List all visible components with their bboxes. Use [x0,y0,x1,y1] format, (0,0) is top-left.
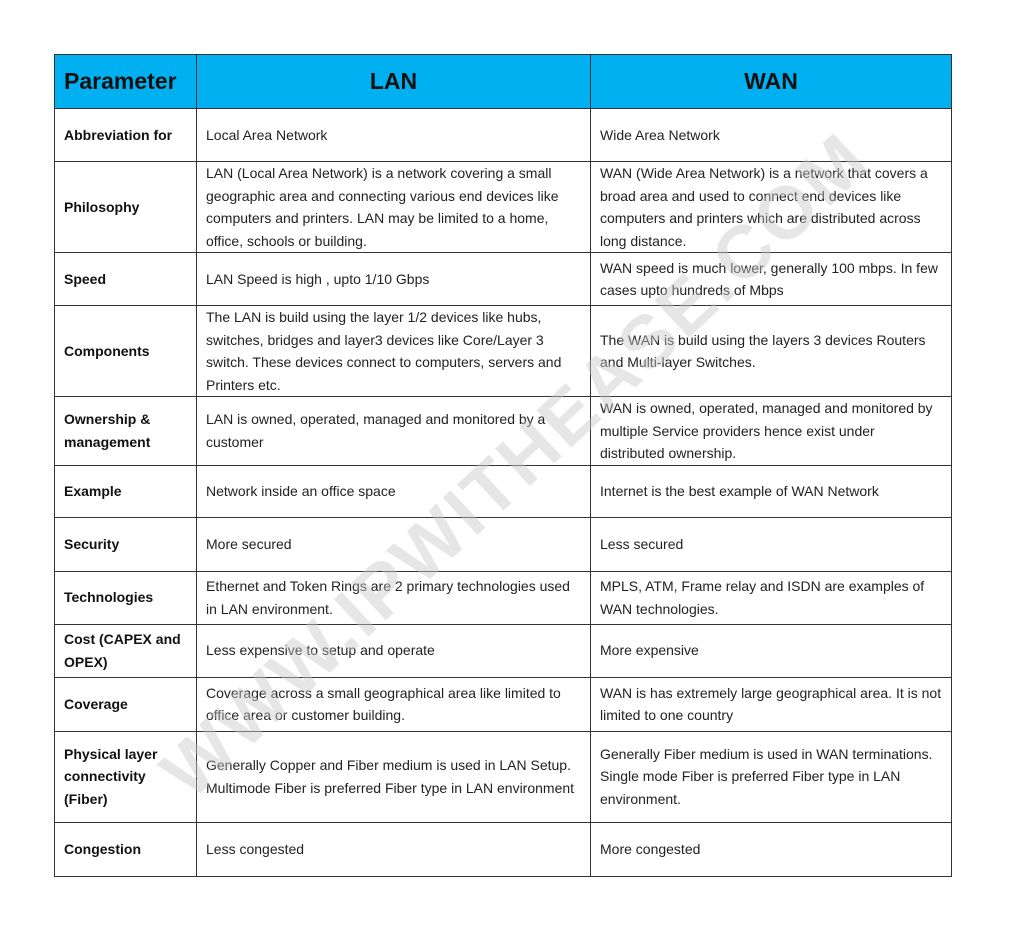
table-row: Cost (CAPEX and OPEX) Less expensive to s… [54,623,952,678]
lan-cell: Less expensive to setup and operate [196,623,591,678]
parameter-cell: Ownership & management [54,396,197,466]
parameter-cell: Example [54,464,197,518]
wan-cell: WAN is has extremely large geographical … [590,676,952,732]
parameter-cell: Cost (CAPEX and OPEX) [54,623,197,678]
wan-cell: WAN is owned, operated, managed and moni… [590,396,952,466]
lan-cell: Generally Copper and Fiber medium is use… [196,730,591,823]
wan-cell: The WAN is build using the layers 3 devi… [590,305,952,397]
parameter-cell: Philosophy [54,161,197,253]
parameter-cell: Coverage [54,676,197,732]
lan-cell: Less congested [196,821,591,877]
lan-cell: Ethernet and Token Rings are 2 primary t… [196,570,591,625]
table-row: Speed LAN Speed is high , upto 1/10 Gbps W… [54,252,952,306]
table-row: Coverage Coverage across a small geograph… [54,676,952,732]
parameter-cell: Speed [54,252,197,306]
parameter-cell: Security [54,516,197,572]
wan-cell: More expensive [590,623,952,678]
lan-cell: The LAN is build using the layer 1/2 dev… [196,305,591,397]
header-parameter: Parameter [54,54,197,109]
table-row: Example Network inside an office space Int… [54,464,952,518]
wan-cell: Generally Fiber medium is used in WAN te… [590,730,952,823]
table-row: Physical layer connectivity (Fiber) Gener… [54,730,952,823]
table-row: Components The LAN is build using the lay… [54,305,952,397]
lan-cell: Coverage across a small geographical are… [196,676,591,732]
wan-cell: WAN (Wide Area Network) is a network tha… [590,161,952,253]
parameter-cell: Abbreviation for [54,108,197,162]
lan-cell: Network inside an office space [196,464,591,518]
wan-cell: MPLS, ATM, Frame relay and ISDN are exam… [590,570,952,625]
wan-cell: Internet is the best example of WAN Netw… [590,464,952,518]
table-row: Congestion Less congested More congested [54,821,952,877]
wan-cell: Less secured [590,516,952,572]
parameter-cell: Components [54,305,197,397]
table-row: Ownership & management LAN is owned, oper… [54,396,952,466]
header-lan: LAN [196,54,591,109]
parameter-cell: Technologies [54,570,197,625]
wan-cell: Wide Area Network [590,108,952,162]
table-row: Technologies Ethernet and Token Rings are… [54,570,952,625]
header-wan: WAN [590,54,952,109]
wan-cell: WAN speed is much lower, generally 100 m… [590,252,952,306]
lan-cell: More secured [196,516,591,572]
lan-cell: Local Area Network [196,108,591,162]
lan-cell: LAN Speed is high , upto 1/10 Gbps [196,252,591,306]
parameter-cell: Physical layer connectivity (Fiber) [54,730,197,823]
parameter-cell: Congestion [54,821,197,877]
wan-cell: More congested [590,821,952,877]
lan-vs-wan-table: Parameter LAN WAN Abbreviation for Local … [54,54,952,877]
table-row: Abbreviation for Local Area Network Wide A… [54,108,952,162]
lan-cell: LAN (Local Area Network) is a network co… [196,161,591,253]
table-row: Philosophy LAN (Local Area Network) is a … [54,161,952,253]
table-row: Security More secured Less secured [54,516,952,572]
header-row: Parameter LAN WAN [54,54,952,109]
lan-cell: LAN is owned, operated, managed and moni… [196,396,591,466]
